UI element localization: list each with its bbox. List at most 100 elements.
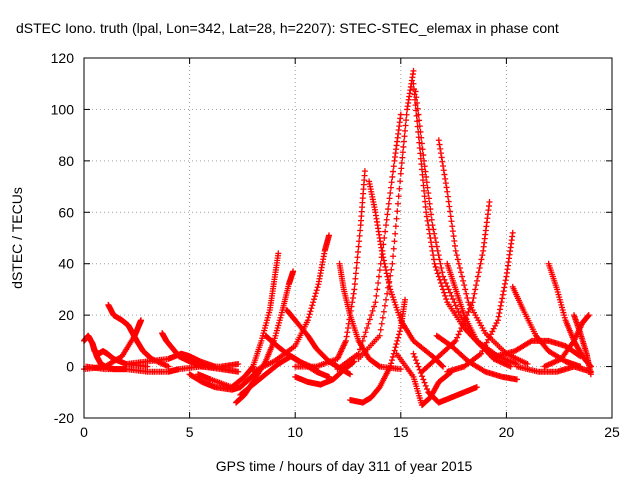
data-point-marker — [325, 232, 332, 239]
data-point-marker — [419, 177, 426, 184]
data-point-marker — [441, 276, 448, 283]
data-point-marker — [416, 117, 423, 124]
data-point-marker — [376, 267, 383, 274]
data-point-marker — [468, 302, 475, 309]
data-point-marker — [382, 228, 389, 235]
data-series-arc-16 — [336, 260, 404, 373]
data-point-marker — [416, 123, 423, 130]
data-point-marker — [312, 290, 319, 297]
data-point-marker — [442, 180, 449, 187]
data-point-marker — [444, 193, 451, 200]
data-point-marker — [386, 278, 393, 285]
data-point-marker — [477, 260, 484, 267]
data-point-marker — [369, 307, 376, 314]
data-point-marker — [439, 269, 446, 276]
data-point-marker — [383, 267, 390, 274]
data-point-marker — [417, 128, 424, 135]
data-point-marker — [377, 326, 384, 333]
data-point-marker — [311, 296, 318, 303]
data-point-marker — [351, 281, 358, 288]
data-series-arc-05 — [83, 361, 242, 375]
data-point-marker — [421, 379, 428, 386]
data-point-marker — [388, 266, 395, 273]
data-point-marker — [421, 157, 428, 164]
data-point-marker — [347, 371, 354, 378]
data-point-marker — [383, 216, 390, 223]
data-point-marker — [391, 347, 398, 354]
data-point-marker — [393, 341, 400, 348]
data-point-marker — [348, 303, 355, 310]
data-point-marker — [305, 314, 312, 321]
data-point-marker — [384, 273, 391, 280]
data-point-marker — [342, 337, 349, 344]
data-point-marker — [380, 308, 387, 315]
data-point-marker — [462, 315, 469, 322]
data-series-arc-21 — [355, 67, 417, 362]
data-point-marker — [347, 307, 354, 314]
data-point-marker — [463, 290, 470, 297]
data-point-marker — [394, 337, 401, 344]
data-point-marker — [432, 235, 439, 241]
data-point-marker — [435, 137, 442, 144]
data-point-marker — [376, 332, 383, 339]
data-point-marker — [378, 320, 385, 327]
data-point-marker — [443, 296, 450, 303]
data-point-marker — [361, 333, 368, 340]
data-point-marker — [396, 185, 403, 192]
data-point-marker — [479, 252, 486, 259]
data-point-marker — [421, 187, 428, 194]
data-point-marker — [451, 238, 458, 244]
data-point-marker — [499, 291, 506, 298]
data-point-marker — [452, 247, 459, 254]
data-series-arc-34 — [513, 363, 594, 375]
data-point-marker — [410, 350, 417, 357]
data-point-marker — [449, 228, 456, 235]
data-point-marker — [366, 316, 373, 323]
data-point-marker — [428, 211, 435, 218]
data-point-marker — [437, 145, 444, 152]
data-point-marker — [413, 100, 420, 106]
data-series-arc-26 — [410, 350, 480, 406]
data-point-marker — [309, 302, 316, 309]
data-point-marker — [308, 305, 315, 312]
data-point-marker — [420, 376, 427, 383]
data-series-arc-25 — [393, 350, 455, 409]
data-point-marker — [410, 80, 417, 87]
data-series-arc-36 — [570, 312, 594, 378]
data-point-marker — [475, 269, 482, 276]
data-point-marker — [470, 295, 477, 301]
data-point-marker — [400, 138, 407, 145]
x-tick-label: 5 — [186, 424, 194, 440]
data-point-marker — [380, 241, 387, 248]
data-point-marker — [410, 67, 417, 74]
data-point-marker — [388, 179, 395, 186]
data-point-marker — [492, 322, 499, 329]
data-series-arc-09 — [195, 250, 282, 391]
plot-frame — [83, 57, 613, 419]
data-point-marker — [448, 292, 455, 299]
data-point-marker — [391, 238, 398, 245]
data-point-marker — [378, 254, 385, 261]
data-point-marker — [344, 329, 351, 336]
data-point-marker — [437, 260, 444, 267]
data-point-marker — [419, 171, 426, 178]
data-point-marker — [445, 198, 452, 205]
data-point-marker — [345, 320, 352, 327]
data-point-marker — [458, 325, 465, 331]
data-series-arc-30 — [444, 229, 516, 375]
data-point-marker — [474, 277, 481, 284]
data-point-marker — [443, 184, 450, 191]
data-point-marker — [349, 299, 356, 306]
data-series-arc-19 — [366, 178, 447, 370]
data-point-marker — [500, 288, 507, 295]
data-point-marker — [433, 267, 440, 274]
data-point-marker — [386, 195, 393, 202]
data-point-marker — [576, 352, 583, 359]
y-tick-label: 60 — [58, 204, 74, 220]
data-point-marker — [419, 146, 426, 153]
axis-ticks: 0 5 10 15 20 25 -20 0 20 40 60 80 100 120 — [51, 50, 620, 440]
data-point-marker — [310, 299, 317, 306]
data-point-marker — [420, 152, 427, 159]
x-tick-label: 15 — [393, 424, 409, 440]
data-point-marker — [306, 311, 313, 318]
